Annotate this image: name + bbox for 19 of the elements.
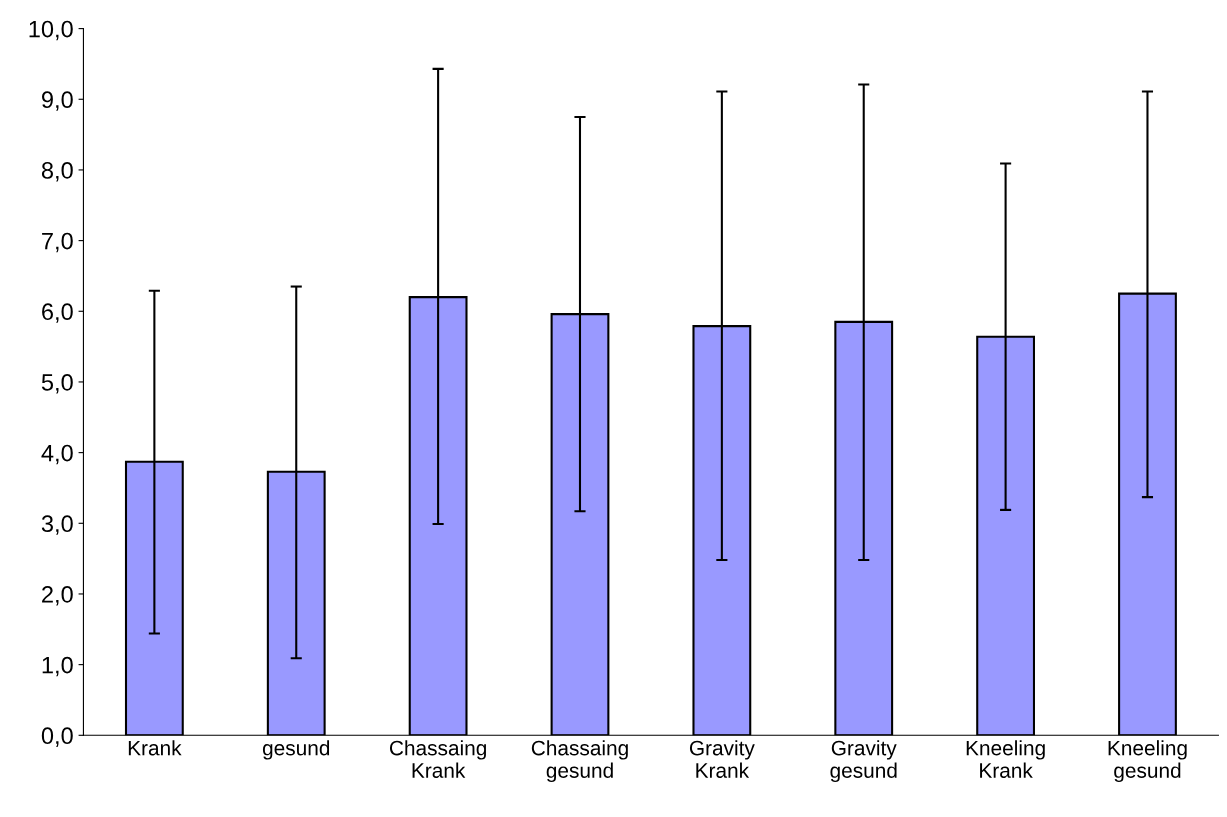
y-tick-label: 9,0 — [42, 91, 73, 111]
x-tick-label: Chassaing gesund — [531, 740, 628, 783]
y-tick-label: 0,0 — [41, 727, 73, 747]
y-tick-label: 5,0 — [41, 374, 73, 394]
x-tick-label: Kneeling gesund — [1108, 740, 1187, 783]
x-tick-label: Gravity Krank — [689, 740, 755, 778]
y-tick-label: 10,0 — [29, 20, 73, 41]
x-tick-label: Kneeling Krank — [966, 740, 1045, 778]
y-tick-label: 6,0 — [42, 303, 73, 323]
x-tick-label: Chassaing Krank — [389, 740, 486, 778]
y-tick-label: 2,0 — [42, 586, 73, 606]
x-tick-label: gesund — [262, 740, 330, 760]
x-tick-label: Gravity gesund — [830, 740, 897, 783]
x-tick-label: Krank — [128, 740, 182, 756]
y-tick-label: 7,0 — [42, 232, 73, 253]
y-tick-label: 1,0 — [42, 656, 73, 677]
y-tick-label: 3,0 — [41, 515, 73, 535]
y-tick-label: 4,0 — [41, 444, 73, 465]
y-tick-label: 8,0 — [41, 162, 73, 182]
